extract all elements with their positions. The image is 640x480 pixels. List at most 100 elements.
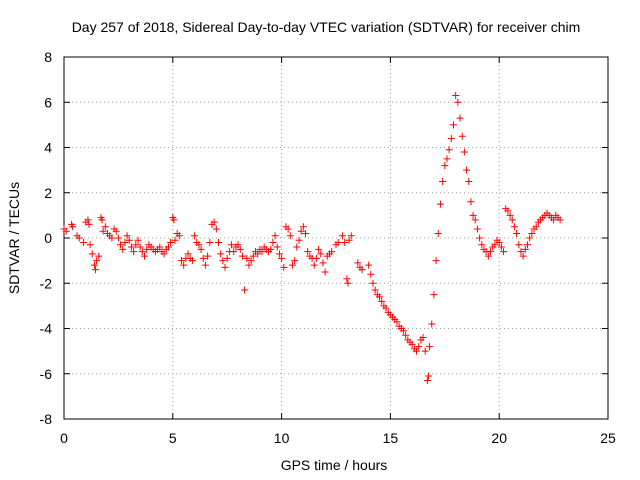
data-point bbox=[178, 257, 186, 265]
data-point bbox=[402, 331, 410, 339]
data-point bbox=[508, 216, 516, 224]
data-point bbox=[382, 304, 390, 312]
data-points bbox=[60, 91, 564, 385]
data-point bbox=[310, 261, 318, 269]
data-point bbox=[345, 236, 353, 244]
data-point bbox=[214, 239, 222, 247]
data-point bbox=[221, 263, 229, 271]
data-point bbox=[344, 279, 352, 287]
data-point bbox=[206, 239, 214, 247]
data-point bbox=[443, 155, 451, 163]
data-point bbox=[556, 216, 564, 224]
data-point bbox=[291, 257, 299, 265]
data-point bbox=[62, 227, 70, 235]
data-point bbox=[245, 261, 253, 269]
data-point bbox=[132, 241, 140, 249]
data-point bbox=[210, 218, 218, 226]
data-point bbox=[312, 254, 320, 262]
data-point bbox=[280, 263, 288, 271]
data-point bbox=[415, 343, 423, 351]
data-point bbox=[267, 245, 275, 253]
data-point bbox=[450, 121, 458, 129]
data-point bbox=[550, 216, 558, 224]
data-point bbox=[204, 252, 212, 260]
data-point bbox=[441, 162, 449, 170]
data-point bbox=[315, 245, 323, 253]
data-point bbox=[302, 229, 310, 237]
data-point bbox=[236, 245, 244, 253]
data-point bbox=[476, 234, 484, 242]
data-point bbox=[269, 239, 277, 247]
data-point bbox=[447, 134, 455, 142]
data-point bbox=[121, 239, 129, 247]
x-tick-label: 25 bbox=[600, 430, 616, 446]
data-point bbox=[134, 236, 142, 244]
data-point bbox=[319, 259, 327, 267]
data-point bbox=[201, 261, 209, 269]
data-point bbox=[497, 243, 505, 251]
data-point bbox=[243, 254, 251, 262]
data-point bbox=[467, 198, 475, 206]
data-point bbox=[293, 243, 301, 251]
y-tick-label: -2 bbox=[40, 275, 53, 291]
data-point bbox=[284, 225, 292, 233]
data-point bbox=[399, 327, 407, 335]
data-point bbox=[170, 216, 178, 224]
data-point bbox=[445, 146, 453, 154]
y-tick-label: 6 bbox=[44, 94, 52, 110]
data-point bbox=[321, 268, 329, 276]
data-point bbox=[473, 225, 481, 233]
data-point bbox=[426, 343, 434, 351]
data-point bbox=[238, 252, 246, 260]
data-point bbox=[164, 243, 172, 251]
data-point bbox=[69, 223, 77, 231]
data-point bbox=[430, 291, 438, 299]
data-point bbox=[456, 114, 464, 122]
data-point bbox=[278, 254, 286, 262]
x-tick-labels: 0 5 10 15 20 25 bbox=[60, 430, 616, 446]
data-point bbox=[90, 261, 98, 269]
data-point bbox=[288, 261, 296, 269]
data-point bbox=[88, 250, 96, 258]
data-point bbox=[273, 243, 281, 251]
data-point bbox=[523, 241, 531, 249]
data-point bbox=[143, 245, 151, 253]
data-point bbox=[230, 248, 238, 256]
data-point bbox=[130, 248, 138, 256]
data-point bbox=[339, 232, 347, 240]
data-point bbox=[454, 98, 462, 106]
data-point bbox=[343, 275, 351, 283]
data-point bbox=[434, 229, 442, 237]
data-point bbox=[114, 234, 122, 242]
data-point bbox=[141, 252, 149, 260]
y-tick-label: -6 bbox=[40, 366, 53, 382]
data-point bbox=[119, 245, 127, 253]
data-point bbox=[125, 236, 133, 244]
data-point bbox=[486, 248, 494, 256]
data-point bbox=[526, 234, 534, 242]
data-point bbox=[478, 241, 486, 249]
y-tick-label: 8 bbox=[44, 49, 52, 65]
data-point bbox=[460, 148, 468, 156]
data-point bbox=[191, 232, 199, 240]
data-point bbox=[463, 166, 471, 174]
data-point bbox=[117, 241, 125, 249]
y-tick-labels: -8 -6 -4 -2 0 2 4 6 8 bbox=[40, 49, 53, 427]
data-point bbox=[421, 347, 429, 355]
data-point bbox=[228, 241, 236, 249]
data-point bbox=[408, 340, 416, 348]
data-point bbox=[249, 252, 257, 260]
data-point bbox=[506, 211, 514, 219]
data-point bbox=[513, 229, 521, 237]
data-point bbox=[424, 372, 432, 380]
x-tick-label: 10 bbox=[274, 430, 290, 446]
x-tick-label: 0 bbox=[60, 430, 68, 446]
data-point bbox=[247, 257, 255, 265]
data-point bbox=[347, 232, 355, 240]
data-point bbox=[92, 266, 100, 274]
data-point bbox=[84, 216, 92, 224]
data-point bbox=[428, 320, 436, 328]
data-point bbox=[458, 132, 466, 140]
